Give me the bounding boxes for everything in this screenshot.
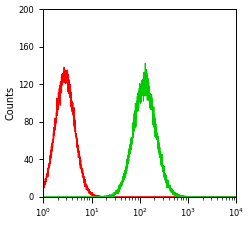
Y-axis label: Counts: Counts bbox=[6, 86, 16, 120]
